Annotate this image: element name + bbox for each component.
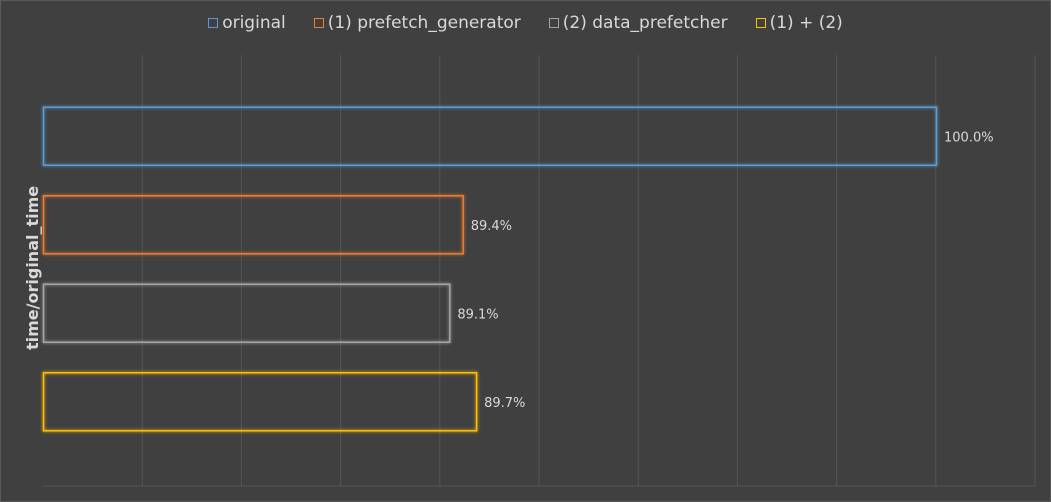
legend-label-original: original <box>222 13 286 33</box>
data-label-1-prefetch-generator: 89.4% <box>471 219 512 234</box>
bars <box>42 106 938 432</box>
data-label-2-data-prefetcher: 89.1% <box>457 307 498 322</box>
legend-swatch-combined <box>755 18 766 28</box>
bar-2-data-prefetcher <box>42 283 451 343</box>
legend-swatch-prefetch-generator <box>313 18 324 28</box>
legend-item-original: original <box>208 13 286 33</box>
legend-label-prefetch-generator: (1) prefetch_generator <box>327 13 521 33</box>
legend-swatch-data-prefetcher <box>548 18 559 28</box>
legend-label-data-prefetcher: (2) data_prefetcher <box>562 13 728 33</box>
legend: original (1) prefetch_generator (2) data… <box>0 13 1051 33</box>
legend-swatch-original <box>208 18 219 28</box>
data-labels: 100.0% 89.4% 89.1% 89.7% <box>457 130 993 411</box>
legend-item-data-prefetcher: (2) data_prefetcher <box>548 13 728 33</box>
bar-1-prefetch-generator <box>42 195 464 255</box>
bar-original <box>42 106 938 166</box>
bar-1-2 <box>42 372 478 432</box>
data-label-original: 100.0% <box>944 130 994 145</box>
legend-item-combined: (1) + (2) <box>755 13 843 33</box>
legend-item-prefetch-generator: (1) prefetch_generator <box>313 13 521 33</box>
gridlines <box>43 55 1036 487</box>
legend-label-combined: (1) + (2) <box>769 13 843 33</box>
data-label-1-2: 89.7% <box>484 396 525 411</box>
